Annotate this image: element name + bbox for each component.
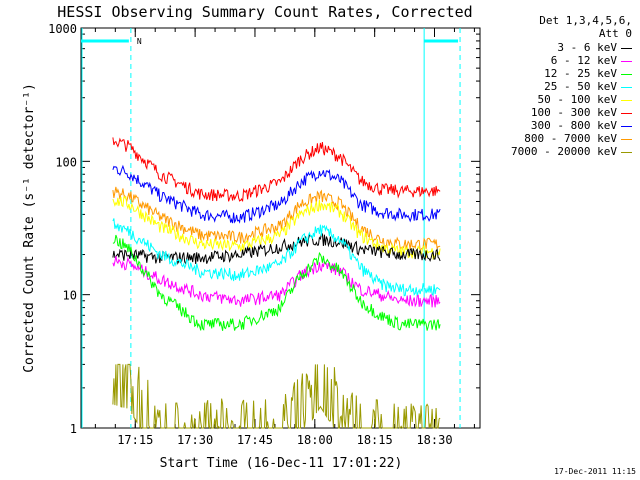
legend-entry-label: 12 - 25 keV xyxy=(544,67,617,80)
legend-entry-label: 100 - 300 keV xyxy=(530,106,617,119)
series-line-100-300-kev xyxy=(112,137,441,202)
legend-entry: 12 - 25 keV xyxy=(544,67,632,80)
x-tick-label: 18:15 xyxy=(357,433,393,447)
x-tick-label: 17:30 xyxy=(177,433,213,447)
legend-entry: 25 - 50 keV xyxy=(544,80,632,93)
legend-swatch xyxy=(621,125,632,127)
chart-title: HESSI Observing Summary Count Rates, Cor… xyxy=(57,3,472,21)
plot-area: 1 10 100 1000 17:15 17:30 17:45 18:00 18:15 18:30… xyxy=(48,22,481,447)
legend-entry-label: 6 - 12 keV xyxy=(550,54,617,67)
legend-header-line1: Det 1,3,4,5,6, xyxy=(539,14,632,27)
legend-swatch xyxy=(621,60,632,62)
series-line-25-50-kev xyxy=(112,218,441,297)
legend-entry-label: 300 - 800 keV xyxy=(530,119,617,132)
legend-entry: 300 - 800 keV xyxy=(531,119,632,132)
series-line-3-6-kev xyxy=(112,233,441,266)
x-axis-label: Start Time (16-Dec-11 17:01:22) xyxy=(160,456,403,471)
legend-entry: 7000 - 20000 keV xyxy=(511,145,632,158)
series-line-7000-20000-kev xyxy=(112,363,441,430)
legend-entry-label: 50 - 100 keV xyxy=(537,93,617,106)
series-line-300-800-kev xyxy=(112,164,441,224)
x-tick-label: 17:45 xyxy=(237,433,273,447)
series-line-50-100-kev xyxy=(112,195,441,261)
x-tick-label: 18:00 xyxy=(297,433,333,447)
legend-swatch xyxy=(621,73,632,75)
marker-label: N xyxy=(137,37,142,46)
legend-entry: 800 - 7000 keV xyxy=(524,132,632,145)
y-tick-label: 10 xyxy=(63,289,77,303)
legend-entry-label: 3 - 6 keV xyxy=(557,41,617,54)
x-tick-label: 17:15 xyxy=(117,433,153,447)
legend-entry: 50 - 100 keV xyxy=(538,93,632,106)
series-line-6-12-kev xyxy=(112,256,441,308)
y-tick-label: 1000 xyxy=(48,22,77,36)
y-axis-label: Corrected Count Rate (s⁻¹ detector⁻¹) xyxy=(22,83,37,373)
legend-entry-label: 7000 - 20000 keV xyxy=(511,145,617,158)
legend-swatch xyxy=(621,112,632,114)
legend-swatch xyxy=(621,47,632,49)
legend-entry-label: 25 - 50 keV xyxy=(544,80,617,93)
legend-swatch xyxy=(621,99,632,101)
series-line-800-7000-kev xyxy=(112,186,441,252)
legend-entry: 3 - 6 keV xyxy=(557,41,632,54)
y-tick-label: 1 xyxy=(70,422,77,436)
axes-frame xyxy=(80,27,481,429)
legend-swatch xyxy=(621,151,632,153)
timestamp: 17-Dec-2011 11:15 xyxy=(554,467,636,476)
legend-swatch xyxy=(621,86,632,88)
legend-entry: 6 - 12 keV xyxy=(551,54,632,67)
legend-swatch xyxy=(621,138,632,140)
x-tick-label: 18:30 xyxy=(416,433,452,447)
legend-entry-label: 800 - 7000 keV xyxy=(524,132,617,145)
legend-entry: 100 - 300 keV xyxy=(531,106,632,119)
y-tick-label: 100 xyxy=(55,155,77,169)
legend-header-line2: Att 0 xyxy=(598,27,632,40)
series-line-12-25-kev xyxy=(112,234,441,331)
